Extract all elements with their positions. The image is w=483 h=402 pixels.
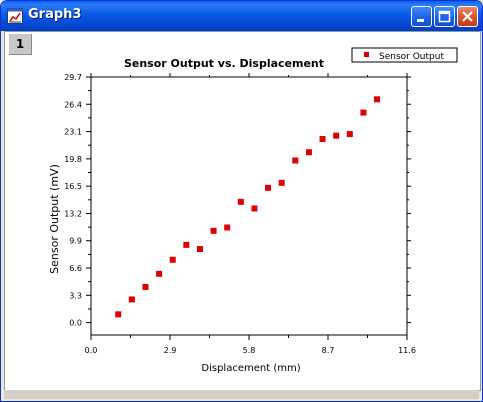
legend-marker [364,52,369,57]
graph-page[interactable]: 1 Sensor Output vs. Displacement Sensor … [4,31,481,391]
scatter-chart: Sensor Output vs. Displacement Sensor Ou… [48,47,458,374]
data-point [251,205,258,212]
plot-frame [90,76,408,336]
y-tick-label: 16.5 [64,182,82,191]
data-point [210,227,217,234]
data-point [278,179,285,186]
data-point [169,256,176,263]
data-point [319,136,326,143]
minimize-icon [417,19,424,22]
layer-tab[interactable]: 1 [9,34,32,55]
legend[interactable]: Sensor Output [351,47,458,63]
x-tick-label: 11.6 [398,346,416,355]
data-point [292,157,299,164]
plot-area[interactable]: 0.0 2.9 5.8 8.7 11.6 0.0 3.3 6.6 9.9 13.2 16.5 19.8… [64,73,416,355]
y-tick-label: 3.3 [69,291,82,300]
x-tick-label: 2.9 [164,346,177,355]
data-point [142,284,149,291]
data-point [346,131,353,138]
y-tick-label: 13.2 [64,209,82,218]
legend-label: Sensor Output [379,52,444,62]
data-point [360,109,367,116]
x-tick-label: 5.8 [243,346,256,355]
close-icon [462,11,473,22]
y-tick-label: 29.7 [64,73,82,82]
data-point [196,246,203,252]
title-bar[interactable]: Graph3 [1,1,482,31]
data-point [128,296,135,303]
y-tick-label: 9.9 [69,237,82,246]
legend-box [351,47,458,63]
graph-window-icon [7,8,23,24]
y-tick-label: 19.8 [64,155,82,164]
chart-title: Sensor Output vs. Displacement [124,57,324,70]
y-tick-label: 23.1 [64,128,82,137]
close-button[interactable] [457,6,478,27]
y-axis-label: Sensor Output (mV) [48,164,61,274]
y-tick-label: 6.6 [69,264,82,273]
data-point [115,311,122,318]
data-point [374,96,381,103]
x-tick-label: 0.0 [85,346,98,355]
data-point [183,241,190,248]
y-tick-label: 0.0 [69,319,82,328]
minimize-button[interactable] [411,6,432,27]
data-point [224,224,231,231]
maximize-button[interactable] [434,6,455,27]
data-point [265,184,272,191]
data-point [305,149,312,156]
maximize-icon [438,10,451,23]
data-point [156,270,163,277]
window-title: Graph3 [28,7,82,22]
x-axis-label: Displacement (mm) [201,363,300,374]
data-point [333,132,340,139]
y-tick-label: 26.4 [64,100,82,109]
x-tick-label: 8.7 [322,346,335,355]
status-bar [4,390,479,399]
data-point [237,198,244,205]
